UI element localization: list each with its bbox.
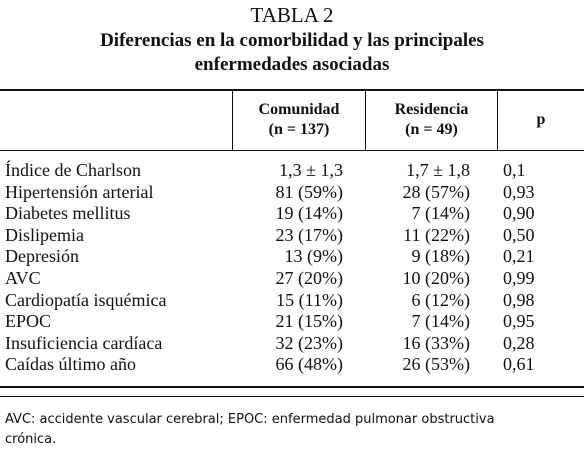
rule: [497, 90, 498, 150]
cell: 1,7 ± 1,8: [406, 160, 470, 180]
cell: 19 (14%): [275, 203, 343, 224]
rule: [0, 386, 584, 388]
cell: 0,90: [503, 203, 535, 224]
cell: 26 (53%): [402, 354, 470, 375]
cell: 0,93: [503, 181, 535, 202]
cell: 0,99: [503, 268, 535, 288]
column-header: p: [536, 111, 546, 128]
column-header: (n = 137): [268, 121, 330, 138]
cell: 13 (9%): [284, 246, 343, 267]
cell: 0,21: [503, 246, 535, 267]
cell: 0,95: [503, 311, 535, 332]
cell: 21 (15%): [275, 311, 343, 332]
table-number: TABLA 2: [250, 3, 334, 27]
row-label: Depresión: [5, 246, 79, 267]
cell: 0,1: [503, 160, 526, 180]
row-label: Hipertensión arterial: [5, 181, 154, 202]
cell: 0,28: [503, 332, 535, 353]
cell: 1,3 ± 1,3: [279, 160, 343, 180]
cell: 27 (20%): [275, 268, 343, 288]
cell: 7 (14%): [411, 203, 470, 224]
cell: 23 (17%): [275, 224, 343, 245]
table-title: Diferencias en la comorbilidad y las pri…: [100, 30, 484, 51]
cell: 16 (33%): [402, 332, 470, 353]
row-label: Diabetes mellitus: [5, 203, 131, 224]
row-label: Dislipemia: [5, 224, 84, 245]
cell: 10 (20%): [402, 268, 470, 288]
cell: 66 (48%): [275, 354, 343, 375]
row-label: EPOC: [5, 311, 52, 332]
row-label: AVC: [5, 268, 41, 288]
column-header: (n = 49): [405, 121, 458, 138]
cell: 15 (11%): [276, 289, 343, 310]
column-header: Residencia: [394, 101, 469, 118]
row-label: Insuficiencia cardíaca: [5, 332, 163, 353]
row-label: Caídas último año: [5, 354, 136, 375]
column-header: Comunidad: [258, 101, 340, 118]
table-title: enfermedades asociadas: [194, 54, 390, 75]
rule: [0, 150, 584, 151]
cell: 0,61: [503, 354, 535, 375]
cell: 9 (18%): [411, 246, 470, 267]
cell: 0,50: [503, 224, 535, 245]
cell: 32 (23%): [275, 332, 343, 353]
rule: [365, 90, 366, 150]
cell: 7 (14%): [411, 311, 470, 332]
cell: 28 (57%): [402, 181, 470, 202]
cell: 6 (12%): [411, 289, 470, 310]
cell: 81 (59%): [275, 181, 343, 202]
row-label: Cardiopatía isquémica: [5, 289, 167, 310]
rule: [0, 396, 584, 397]
cell: 11 (22%): [403, 224, 470, 245]
footnote: crónica.: [5, 432, 57, 447]
footnote: AVC: accidente vascular cerebral; EPOC: …: [5, 412, 495, 427]
cell: 0,98: [503, 289, 535, 310]
row-label: Índice de Charlson: [5, 160, 141, 180]
rule: [232, 90, 233, 150]
rule: [0, 89, 584, 91]
